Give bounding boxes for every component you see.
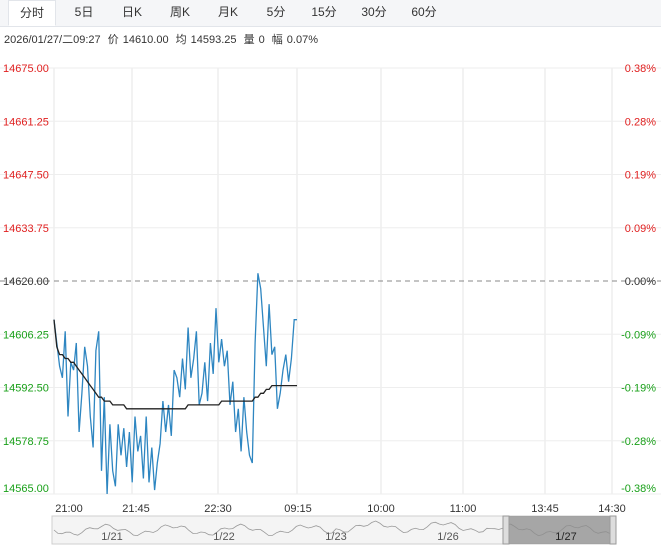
pct-tick-label-1: 0.28% — [625, 116, 656, 128]
pct-tick-label-6: -0.19% — [621, 383, 656, 395]
navigator-left-handle[interactable] — [502, 515, 510, 545]
avg-label: 均 — [175, 34, 187, 46]
y-tick-label-7: 14578.75 — [3, 436, 49, 448]
avg-value: 14593.25 — [190, 34, 237, 46]
tab-4[interactable]: 周K — [169, 5, 190, 19]
y-tick-label-1: 14661.25 — [3, 116, 49, 128]
pct-tick-label-4: 0.00% — [625, 276, 656, 288]
tab-6[interactable]: 5分 — [266, 5, 286, 19]
y-tick-label-4: 14620.00 — [3, 276, 49, 288]
navigator-date-label-4: 1/27 — [555, 531, 576, 543]
quote-time: 2026/01/27/二09:27 — [4, 34, 101, 46]
x-tick-label-7: 14:30 — [598, 503, 626, 514]
x-tick-label-0: 21:00 — [55, 503, 83, 514]
y-tick-label-2: 14647.50 — [3, 170, 49, 182]
x-tick-label-6: 13:45 — [531, 503, 559, 514]
tab-8[interactable]: 30分 — [361, 5, 387, 19]
price-line — [53, 273, 297, 495]
navigator-date-label-2: 1/23 — [325, 531, 346, 543]
x-tick-label-3: 09:15 — [284, 503, 312, 514]
pct-tick-label-2: 0.19% — [625, 170, 656, 182]
volume-label: 量 — [243, 34, 255, 46]
average-line — [53, 319, 297, 410]
navigator-right-handle[interactable] — [609, 515, 617, 545]
change-value: 0.07% — [286, 34, 318, 46]
navigator-date-label-1: 1/22 — [213, 531, 234, 543]
x-tick-label-2: 22:30 — [204, 503, 232, 514]
tab-5[interactable]: 月K — [217, 5, 238, 19]
navigator-date-label-0: 1/21 — [101, 531, 122, 543]
change-label: 幅 — [271, 34, 283, 46]
pct-tick-label-8: -0.38% — [621, 483, 656, 495]
volume-value: 0 — [258, 34, 265, 46]
period-tab-bar: 分时 5日 日K 周K 月K 5分 15分 30分 60分 — [0, 0, 661, 27]
tab-9[interactable]: 60分 — [411, 5, 437, 19]
x-tick-label-4: 10:00 — [367, 503, 395, 514]
tab-3[interactable]: 日K — [121, 5, 142, 19]
pct-tick-label-5: -0.09% — [621, 329, 656, 341]
y-tick-label-3: 14633.75 — [3, 223, 49, 235]
x-tick-label-1: 21:45 — [122, 503, 150, 514]
price-value: 14610.00 — [122, 34, 169, 46]
y-tick-label-5: 14606.25 — [3, 329, 49, 341]
pct-tick-label-3: 0.09% — [625, 223, 656, 235]
tab-1[interactable]: 分时 — [8, 0, 56, 26]
pct-tick-label-7: -0.28% — [621, 436, 656, 448]
intraday-chart[interactable]: 14675.00 0.38% 14661.25 0.28% 14647.50 0.19% 1… — [0, 58, 661, 514]
navigator-date-label-3: 1/26 — [437, 531, 458, 543]
tab-7[interactable]: 15分 — [311, 5, 337, 19]
y-tick-label-0: 14675.00 — [3, 63, 49, 75]
navigator-selected-window — [508, 516, 612, 544]
price-label: 价 — [107, 34, 119, 46]
x-tick-label-5: 11:00 — [450, 503, 477, 514]
pct-tick-label-0: 0.38% — [625, 63, 656, 75]
tab-2[interactable]: 5日 — [74, 5, 94, 19]
time-navigator[interactable]: 1/21 1/22 1/23 1/26 1/27 — [0, 514, 661, 546]
y-tick-label-6: 14592.50 — [3, 383, 49, 395]
y-tick-label-8: 14565.00 — [3, 483, 49, 495]
